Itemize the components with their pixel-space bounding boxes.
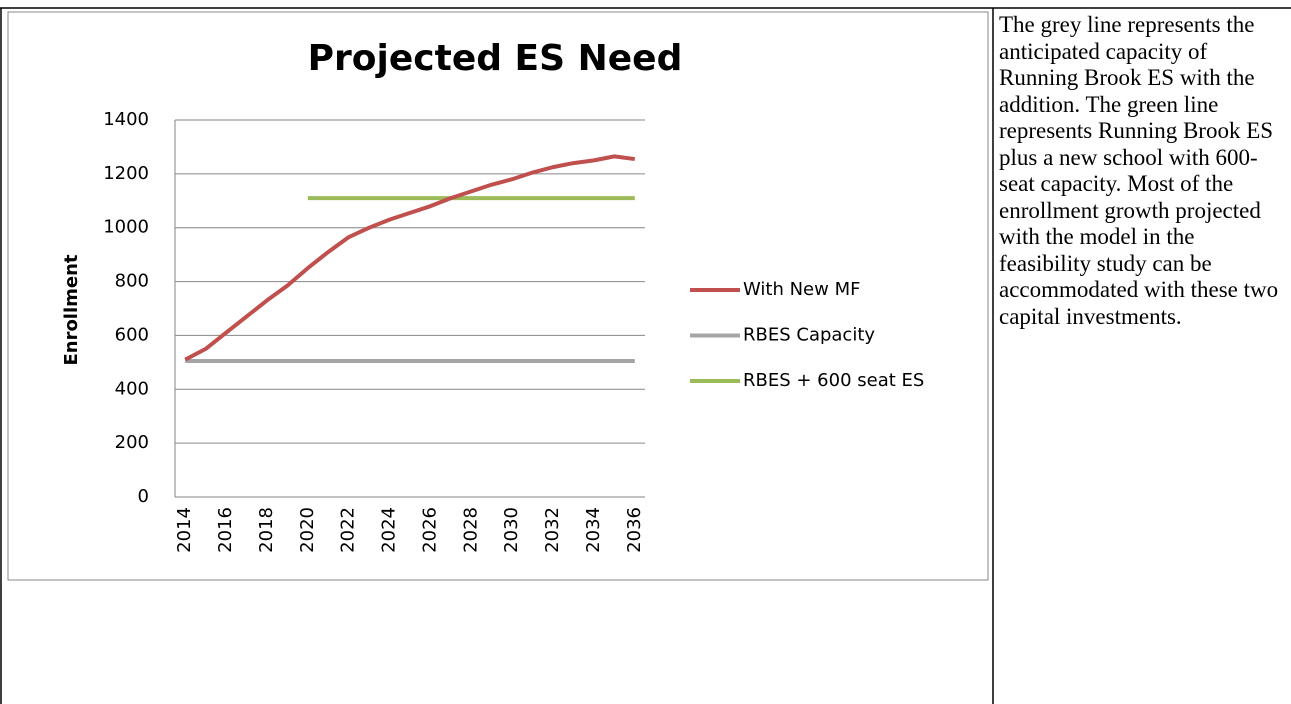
x-tick-label: 2024 <box>379 507 400 553</box>
y-tick-label: 1000 <box>103 217 149 238</box>
y-axis-label: Enrollment <box>61 254 82 365</box>
description: The grey line represents the anticipated… <box>999 12 1279 329</box>
y-tick-label: 1400 <box>103 109 149 130</box>
legend-label: RBES + 600 seat ES <box>743 370 924 391</box>
x-tick-label: 2036 <box>624 507 645 553</box>
y-tick-label: 1200 <box>103 163 149 184</box>
legend-label: RBES Capacity <box>743 325 875 346</box>
x-tick-label: 2032 <box>542 507 563 553</box>
chart-title: Projected ES Need <box>308 38 683 79</box>
x-tick-label: 2022 <box>338 507 359 553</box>
series-line <box>184 154 636 362</box>
x-tick-label: 2034 <box>583 507 604 553</box>
x-tick-label: 2018 <box>256 507 277 553</box>
y-tick-label: 200 <box>115 432 149 453</box>
y-tick-label: 400 <box>115 378 149 399</box>
x-tick-label: 2028 <box>460 507 481 553</box>
y-tick-label: 800 <box>115 271 149 292</box>
legend-label: With New MF <box>743 279 860 300</box>
x-tick-label: 2020 <box>297 507 318 553</box>
chart-frame <box>7 11 989 581</box>
x-tick-label: 2014 <box>174 507 195 553</box>
y-tick-label: 600 <box>115 324 149 345</box>
x-tick-label: 2030 <box>501 507 522 553</box>
x-tick-label: 2026 <box>419 507 440 553</box>
y-tick-label: 0 <box>138 486 149 507</box>
x-tick-label: 2016 <box>215 507 236 553</box>
